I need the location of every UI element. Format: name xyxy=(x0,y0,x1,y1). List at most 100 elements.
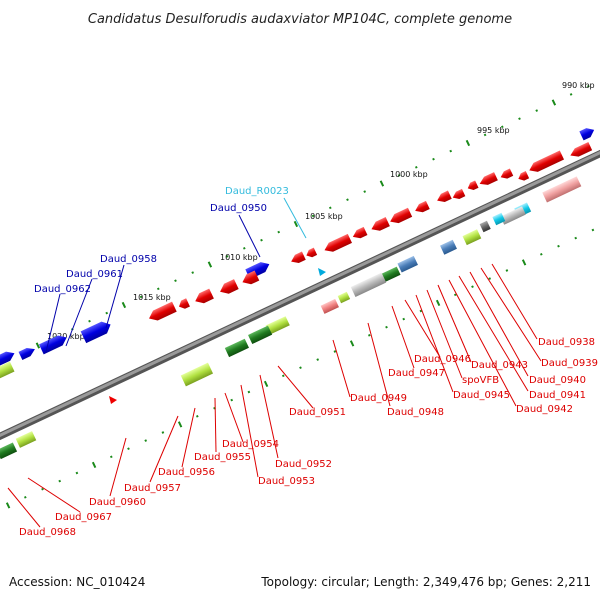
scale-dot xyxy=(385,325,388,329)
scale-dot xyxy=(539,252,543,256)
gene-feature xyxy=(265,316,290,335)
label-daud-0940: Daud_0940 xyxy=(529,375,586,386)
gene-feature xyxy=(440,239,457,255)
gene-labels: Daud_R0023 Daud_0950 Daud_0958 Daud_0961… xyxy=(7,186,598,538)
tick-label-1020: 1020 kbp xyxy=(47,332,85,341)
scale-dot xyxy=(465,139,471,147)
scale-dot xyxy=(5,502,11,509)
scale-dot xyxy=(75,471,79,475)
scale-dot xyxy=(177,421,183,428)
tick-label-990: 990 kbp xyxy=(562,81,595,90)
gene-feature xyxy=(180,362,214,387)
gene-feature xyxy=(248,325,273,345)
scale-dot xyxy=(88,319,91,323)
scale-dot xyxy=(109,455,113,459)
gene-feature xyxy=(570,142,593,157)
gene-feature xyxy=(15,431,37,448)
scale-dot xyxy=(432,157,435,161)
topology-text: Topology: circular; Length: 2,349,476 bp… xyxy=(260,575,591,589)
gene-feature xyxy=(500,206,526,225)
scale-dot xyxy=(535,109,539,112)
scale-dot xyxy=(414,165,418,169)
scale-dot xyxy=(435,299,441,307)
gene-feature xyxy=(397,255,418,273)
scale-dot xyxy=(91,461,97,469)
gene-feature xyxy=(320,298,339,314)
label-daud-0957: Daud_0957 xyxy=(124,483,181,494)
gene-feature xyxy=(242,270,260,285)
scale-dot xyxy=(346,198,349,202)
scale-dot xyxy=(488,277,492,280)
gene-feature xyxy=(149,301,177,321)
label-daud-0938: Daud_0938 xyxy=(538,337,595,348)
scale-dot xyxy=(379,180,385,187)
gene-feature xyxy=(324,233,352,252)
gene-feature xyxy=(437,190,452,202)
scale-dot xyxy=(328,206,332,210)
scale-dot xyxy=(58,479,62,483)
scale-dot xyxy=(483,133,487,137)
map-title: Candidatus Desulforudis audaxviator MP10… xyxy=(88,12,512,27)
tick-labels: 990 kbp 995 kbp 1000 kbp 1005 kbp 1010 k… xyxy=(47,81,595,341)
gene-feature xyxy=(18,348,35,360)
scale-dot xyxy=(161,431,165,434)
gene-feature xyxy=(337,291,351,304)
small-gene-marker xyxy=(109,396,117,404)
label-spovfb: spoVFB xyxy=(462,375,499,386)
scale-dot xyxy=(367,333,371,337)
scale-dot xyxy=(225,255,229,258)
label-daud-0943: Daud_0943 xyxy=(471,360,528,371)
scale-dot xyxy=(195,414,199,418)
label-daud-0941: Daud_0941 xyxy=(529,390,586,401)
gene-feature xyxy=(306,247,318,258)
label-daud-0958: Daud_0958 xyxy=(100,254,157,265)
label-daud-r0023: Daud_R0023 xyxy=(225,186,289,197)
scale-dot xyxy=(586,84,590,88)
gene-feature xyxy=(178,298,190,309)
label-daud-0950: Daud_0950 xyxy=(210,203,267,214)
gene-feature xyxy=(80,321,111,344)
gene-feature xyxy=(579,128,595,141)
scale-dot xyxy=(139,295,143,299)
label-daud-0961: Daud_0961 xyxy=(66,269,123,280)
scale-dot xyxy=(230,398,234,402)
gene-feature xyxy=(195,288,214,304)
scale-dot xyxy=(23,495,27,499)
scale-dot xyxy=(207,261,213,268)
scale-dot xyxy=(127,447,130,451)
scale-dot xyxy=(471,285,474,289)
scale-dot xyxy=(281,374,285,378)
gene-feature xyxy=(224,338,249,358)
scale-dot xyxy=(311,214,315,218)
scale-dot xyxy=(557,244,560,248)
scale-dot xyxy=(505,269,509,272)
scale-dot xyxy=(263,380,269,388)
scale-dot xyxy=(105,311,109,315)
label-daud-0967: Daud_0967 xyxy=(55,512,112,523)
gene-feature xyxy=(529,150,565,172)
label-daud-0960: Daud_0960 xyxy=(89,497,146,508)
gene-feature xyxy=(452,188,466,199)
scale-dot xyxy=(449,149,453,153)
label-daud-0949: Daud_0949 xyxy=(350,393,407,404)
gene-feature xyxy=(518,171,530,181)
accession-text: Accession: NC_010424 xyxy=(9,575,145,589)
scale-dot xyxy=(518,117,521,121)
scale-dot xyxy=(293,220,299,228)
label-daud-0946: Daud_0946 xyxy=(414,354,471,365)
scale-dot xyxy=(591,228,595,232)
tick-label-1010: 1010 kbp xyxy=(220,253,258,262)
scale-dot xyxy=(242,246,246,250)
scale-dot xyxy=(35,342,41,349)
label-daud-0956: Daud_0956 xyxy=(158,467,215,478)
gene-feature xyxy=(467,180,479,191)
scale-dot xyxy=(247,390,251,394)
label-daud-0968: Daud_0968 xyxy=(19,527,76,538)
scale-dot xyxy=(363,190,367,193)
scale-dot xyxy=(569,93,573,96)
gene-feature xyxy=(462,229,482,246)
scale-dot xyxy=(574,236,578,240)
tick-label-995: 995 kbp xyxy=(477,126,510,135)
genome-backbone xyxy=(0,149,600,441)
scale-dot xyxy=(349,340,355,347)
